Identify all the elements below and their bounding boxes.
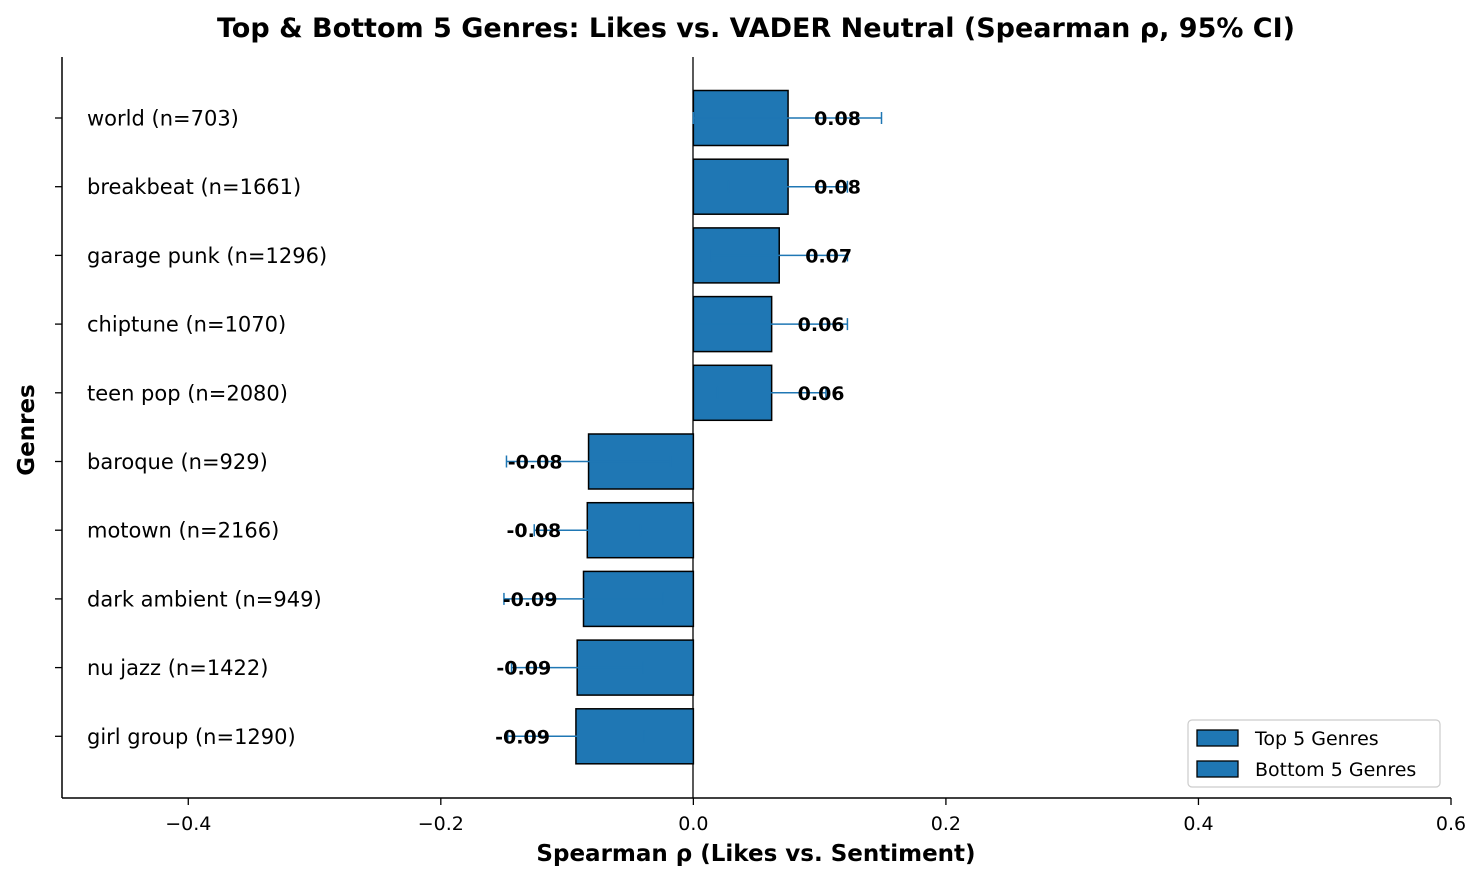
chart-title: Top & Bottom 5 Genres: Likes vs. VADER N… <box>217 13 1295 44</box>
category-label: baroque (n=929) <box>87 450 268 474</box>
value-label: -0.09 <box>496 658 551 680</box>
y-ticks <box>55 117 62 737</box>
legend-swatch-top <box>1196 729 1239 747</box>
x-tick-label: −0.2 <box>418 813 464 835</box>
category-labels: world (n=703) breakbeat (n=1661) garage pu… <box>87 107 327 749</box>
legend-swatch-bottom <box>1196 760 1239 778</box>
category-label: world (n=703) <box>87 107 239 131</box>
bars <box>575 89 789 765</box>
category-label: motown (n=2166) <box>87 519 279 543</box>
category-label: girl group (n=1290) <box>87 725 296 749</box>
category-label: breakbeat (n=1661) <box>87 175 301 199</box>
value-label: -0.08 <box>507 520 562 542</box>
value-label: -0.09 <box>495 726 550 748</box>
x-axis-label: Spearman ρ (Likes vs. Sentiment) <box>536 841 975 867</box>
value-label: 0.08 <box>814 108 861 130</box>
category-label: nu jazz (n=1422) <box>87 656 268 680</box>
value-label: -0.08 <box>508 452 563 474</box>
value-label: 0.08 <box>814 177 861 199</box>
value-label: 0.06 <box>798 314 845 336</box>
value-label: -0.09 <box>503 589 558 611</box>
y-axis-label: Genres <box>14 384 40 475</box>
category-label: chiptune (n=1070) <box>87 313 286 337</box>
legend-label-bottom: Bottom 5 Genres <box>1255 759 1416 781</box>
category-label: dark ambient (n=949) <box>87 587 322 611</box>
value-label: 0.06 <box>798 383 845 405</box>
x-tick-label: 0.0 <box>678 813 708 835</box>
category-label: garage punk (n=1296) <box>87 244 327 268</box>
category-label: teen pop (n=2080) <box>87 381 288 405</box>
x-tick-label: −0.4 <box>165 813 211 835</box>
x-tick-label: 0.2 <box>931 813 961 835</box>
x-tick-label: 0.4 <box>1183 813 1213 835</box>
legend-frame <box>1187 719 1441 788</box>
error-bars <box>503 112 883 743</box>
legend-label-top: Top 5 Genres <box>1254 728 1379 750</box>
legend: Top 5 Genres Bottom 5 Genres <box>1187 719 1441 788</box>
value-labels: 0.08 0.08 0.07 0.06 0.06 -0.08 -0.08 -0.09 -0.09… <box>495 108 861 748</box>
value-label: 0.07 <box>805 245 852 267</box>
x-ticks: −0.4 −0.2 0.0 0.2 0.4 0.6 <box>165 798 1466 835</box>
x-tick-label: 0.6 <box>1436 813 1466 835</box>
